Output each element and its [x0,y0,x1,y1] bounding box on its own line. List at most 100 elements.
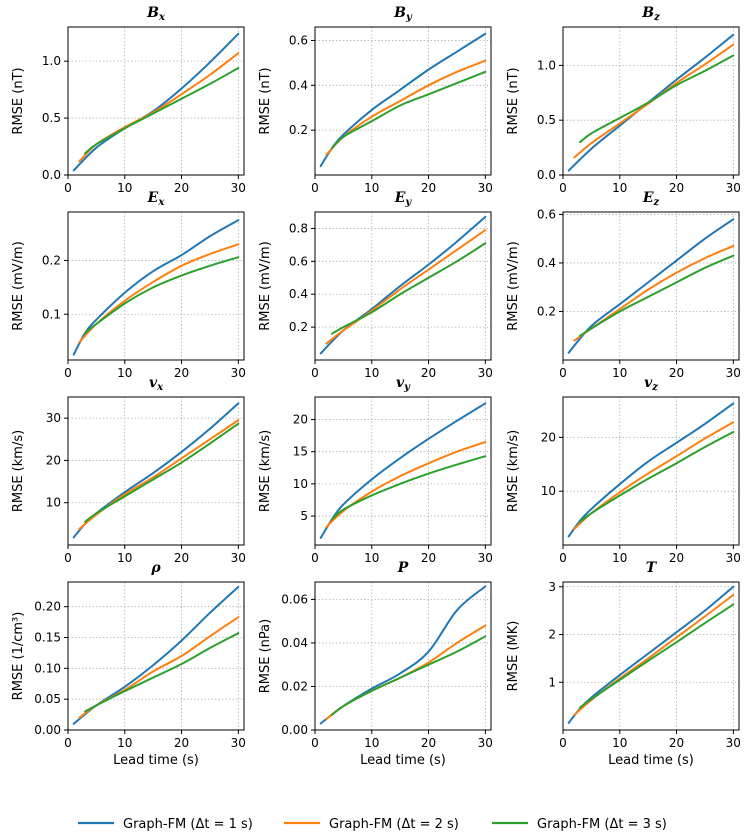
x-tick-label: 30 [231,181,246,195]
axes-frame [314,26,492,176]
x-tick-label: 0 [559,736,567,750]
y-tick-label: 20 [46,453,61,467]
panel-title-base: ρ [150,560,161,576]
x-tick-label: 20 [174,736,189,750]
axes-frame [562,211,740,361]
panel-12: 0 10 20 30 1 2 3 RMSE (MK) T Lead time (s) [506,560,741,768]
x-axis-label: Lead time (s) [113,753,199,768]
x-tick-label: 20 [421,366,436,380]
y-tick-label: 0.4 [289,78,308,92]
panel-5: 0 10 20 30 0.2 0.4 0.6 0.8 RMSE (mV/m) Ey [258,190,493,380]
x-tick-label: 20 [421,736,436,750]
panel-title-subscript: y [405,12,413,23]
panel-title-subscript: y [403,382,411,393]
x-tick-label: 10 [612,366,627,380]
panel-title-base: P [397,560,409,576]
y-tick-label: 0.2 [537,304,556,318]
y-tick-label: 0.00 [281,723,308,737]
panel-title-base: v [149,375,158,391]
x-tick-label: 20 [421,181,436,195]
panel-1: 0 10 20 30 0.0 0.5 1.0 RMSE (nT) Bx [11,5,246,195]
x-tick-label: 0 [311,366,319,380]
y-axis-label: RMSE (nPa) [258,619,273,693]
series-line-dt1 [72,32,240,172]
x-tick-label: 10 [364,181,379,195]
axes-frame [314,396,492,546]
x-tick-label: 30 [726,551,741,565]
x-tick-label: 30 [726,181,741,195]
y-axis-label: RMSE (MK) [506,621,521,692]
series-line-dt3 [579,430,735,523]
series-line-dt3 [579,254,735,337]
y-tick-label: 0.15 [34,631,61,645]
y-tick-label: 0.4 [537,256,556,270]
panel-6: 0 10 20 30 0.2 0.4 0.6 RMSE (mV/m) Ez [506,190,741,380]
x-tick-label: 0 [64,366,72,380]
y-tick-label: 0.5 [537,113,556,127]
y-tick-label: 0.2 [289,320,308,334]
panel-title-subscript: z [653,12,660,23]
series-line-dt3 [331,242,487,335]
y-tick-label: 0.2 [289,123,308,137]
axes-frame [67,211,245,361]
x-tick-label: 0 [559,551,567,565]
panel-title-subscript: z [651,382,658,393]
series-line-dt2 [325,624,487,721]
axes-frame [562,26,740,176]
axes-frame [562,581,740,731]
panel-2: 0 10 20 30 0.2 0.4 0.6 RMSE (nT) By [258,5,493,195]
y-tick-label: 0.10 [34,661,61,675]
panel-title: Bx [146,5,166,23]
panel-title-base: T [646,560,658,576]
y-tick-label: 3 [548,580,556,594]
y-tick-label: 0.2 [42,253,61,267]
series-line-dt3 [331,455,487,521]
x-tick-label: 20 [174,366,189,380]
panel-title-base: v [644,375,653,391]
series-line-dt2 [325,59,487,156]
axes-frame [67,396,245,546]
y-axis-label: RMSE (mV/m) [258,241,273,331]
x-tick-label: 0 [64,551,72,565]
y-axis-label: RMSE (km/s) [11,430,26,512]
y-axis-label: RMSE (mV/m) [506,241,521,331]
x-tick-label: 10 [117,366,132,380]
series-line-dt1 [567,585,735,724]
x-tick-label: 0 [311,551,319,565]
x-tick-label: 10 [117,551,132,565]
y-tick-label: 1 [548,675,556,689]
series-line-dt2 [78,243,240,344]
series-line-dt2 [573,593,735,716]
y-axis-label: RMSE (1/cm³) [11,612,26,701]
x-tick-label: 30 [478,551,493,565]
panel-title: T [646,560,658,576]
y-tick-label: 0.06 [281,592,308,606]
y-tick-label: 1.0 [537,58,556,72]
series-line-dt3 [331,70,487,150]
y-tick-label: 0.6 [289,254,308,268]
series-line-dt3 [579,54,735,144]
panel-title-base: B [146,5,159,21]
y-tick-label: 20 [293,413,308,427]
y-tick-label: 5 [300,509,308,523]
x-tick-label: 20 [669,551,684,565]
x-tick-label: 10 [612,736,627,750]
axes-frame [314,581,492,731]
panel-8: 0 10 20 30 5 10 15 20 RMSE (km/s) vy [258,375,493,565]
panel-title-base: v [396,375,405,391]
panel-10: 0 10 20 30 0.00 0.05 0.10 0.15 0.20 RMSE (1/cm³) ρ… [11,560,246,768]
series-line-dt1 [72,219,240,356]
panel-title-subscript: x [156,382,164,393]
y-tick-label: 0.20 [34,600,61,614]
y-tick-label: 10 [293,477,308,491]
series-line-dt3 [84,66,240,155]
axes-frame [67,26,245,176]
series-line-dt2 [78,419,240,530]
series-line-dt1 [72,402,240,539]
axes-frame [562,396,740,546]
y-axis-label: RMSE (mV/m) [11,241,26,331]
x-tick-label: 10 [364,736,379,750]
panel-title-subscript: y [404,197,412,208]
legend-label-dt3: Graph-FM (Δt = 3 s) [537,817,667,832]
